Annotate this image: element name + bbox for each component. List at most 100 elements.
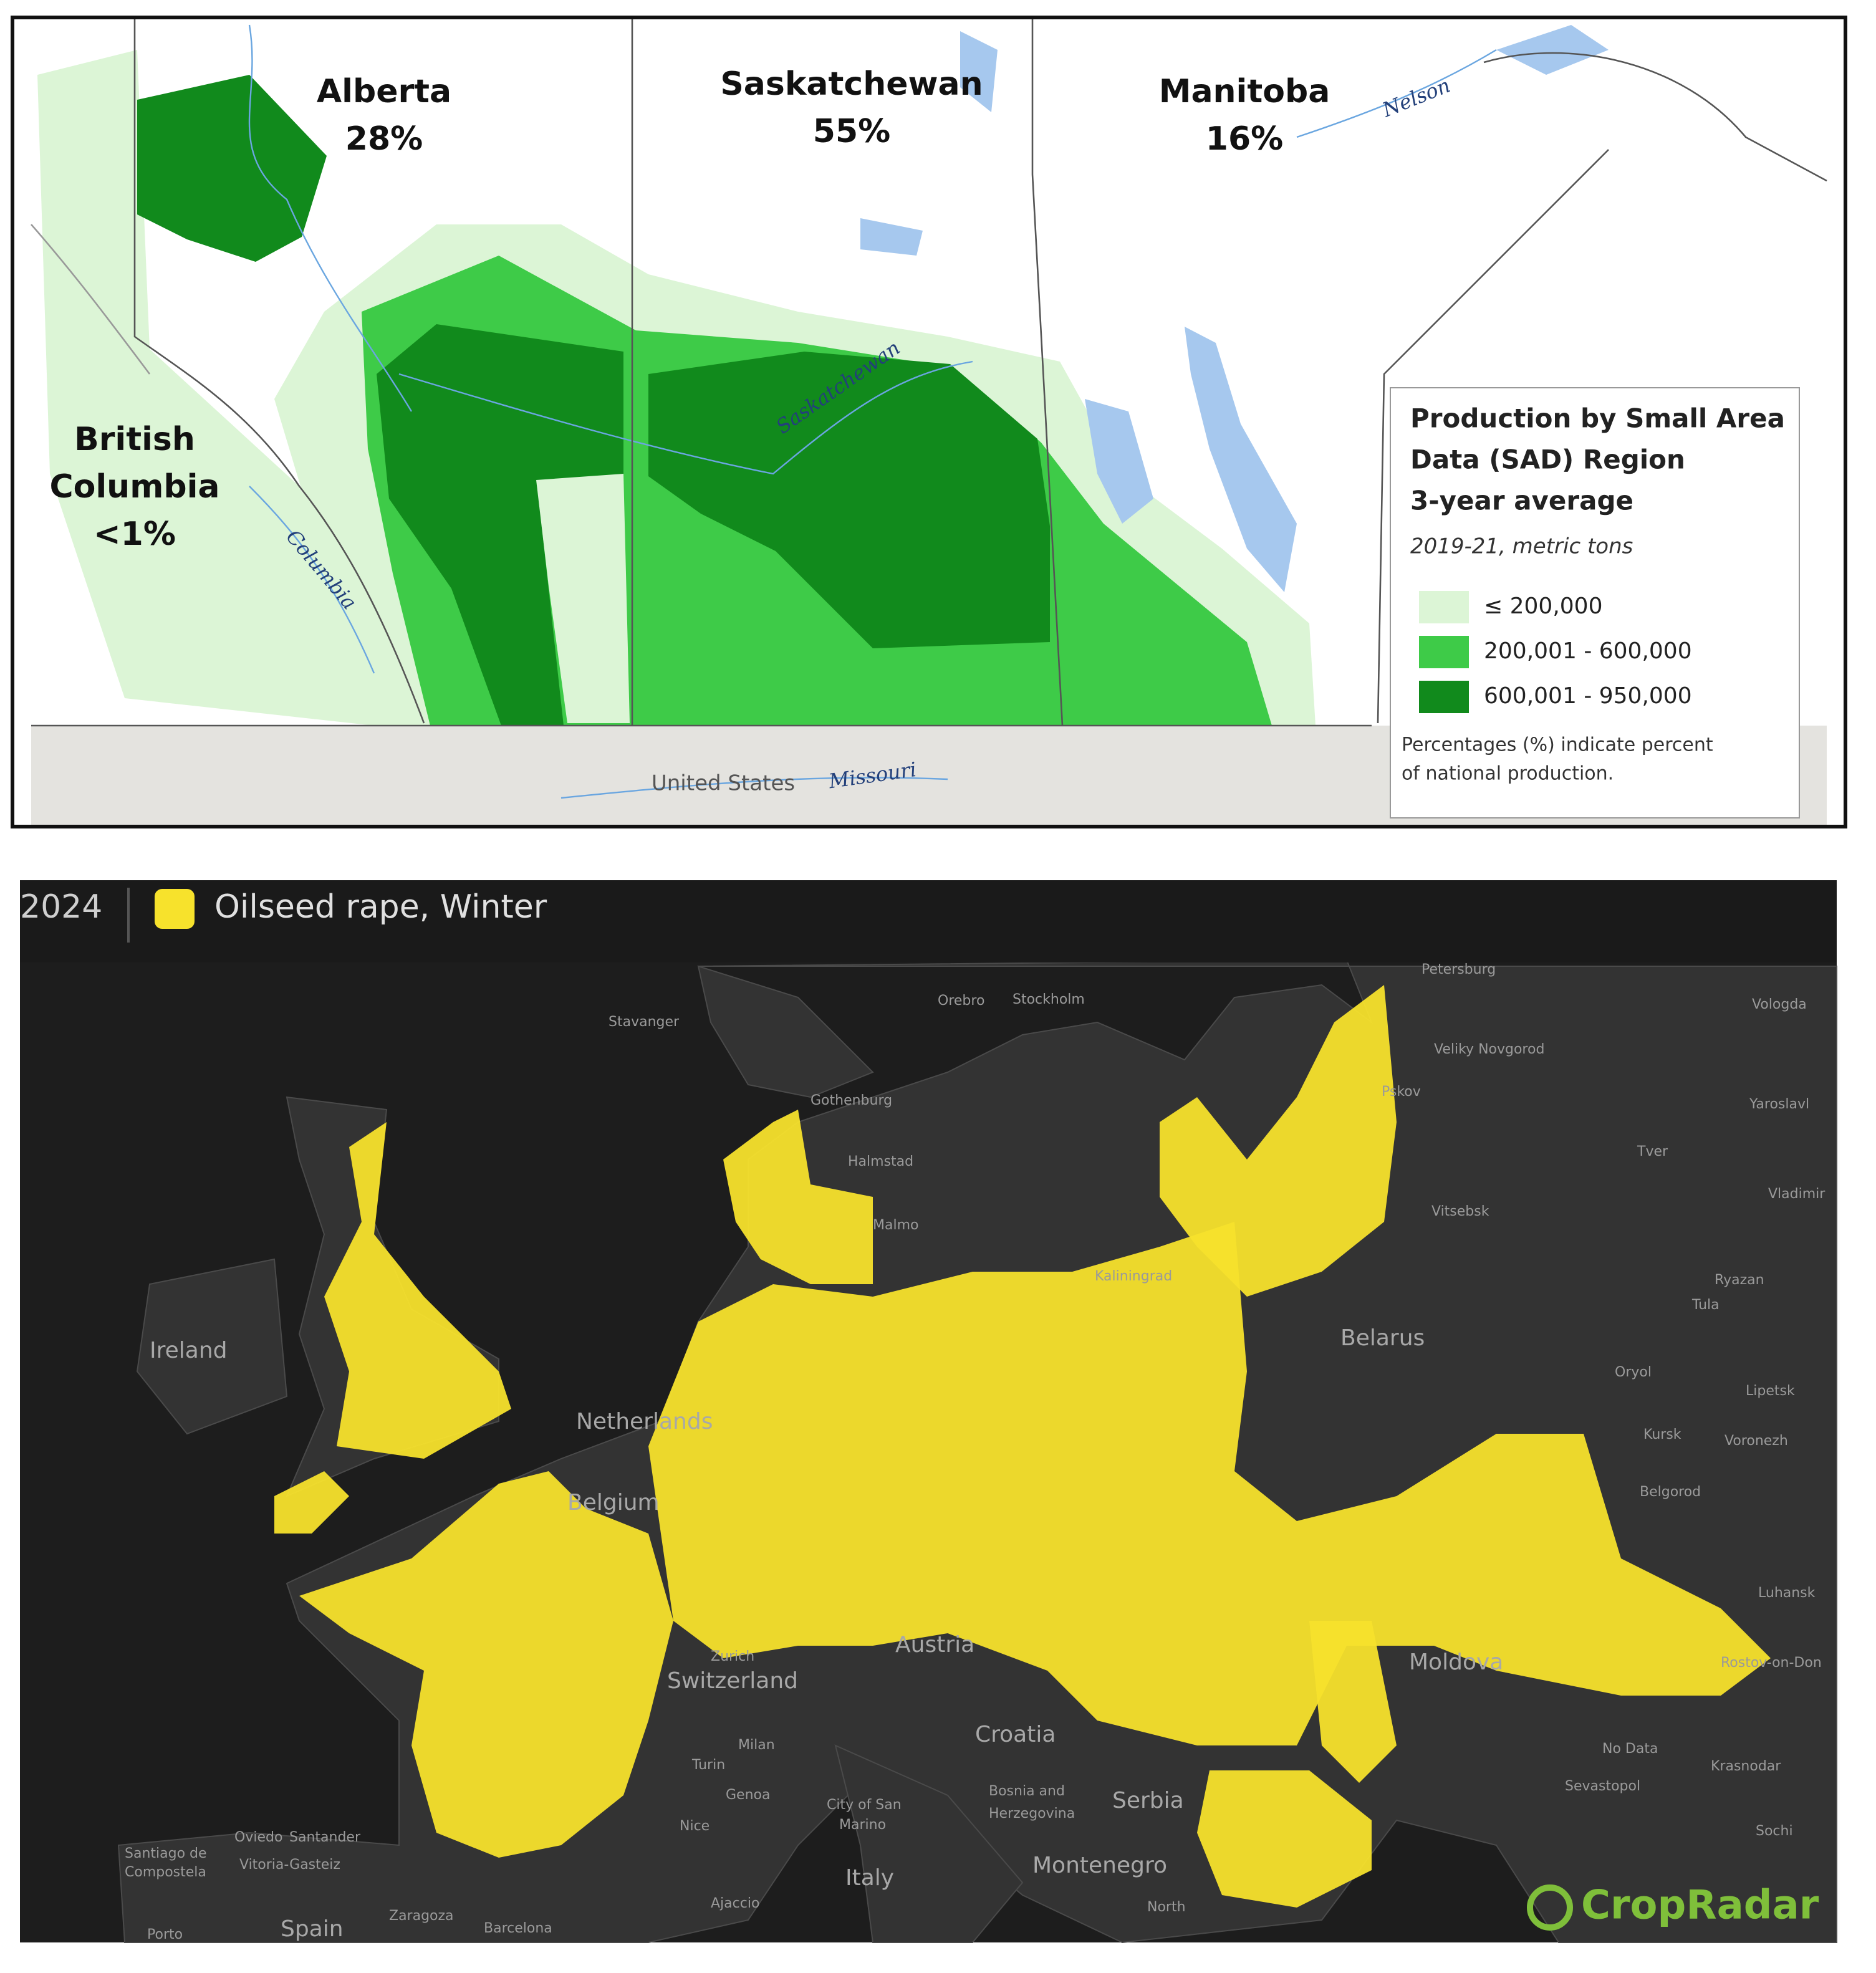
- place-label: Moldova: [1409, 1649, 1503, 1675]
- legend-note: Percentages (%) indicate percent: [1402, 734, 1713, 756]
- place-label: Austria: [895, 1632, 974, 1658]
- production-region: [648, 352, 1050, 648]
- place-label: Kursk: [1643, 1427, 1681, 1443]
- place-label: Croatia: [975, 1722, 1056, 1747]
- legend-label: 200,001 - 600,000: [1484, 638, 1692, 664]
- province-name: Alberta: [317, 73, 451, 110]
- place-label: Stockholm: [1013, 992, 1085, 1007]
- place-label: Barcelona: [484, 1921, 552, 1936]
- legend-swatch: [1419, 681, 1469, 713]
- production-region: [137, 75, 327, 262]
- header-bar: [20, 880, 1837, 962]
- lake: [860, 218, 923, 256]
- crop-area: [1160, 985, 1397, 1297]
- canada-map: Alberta 28% Saskatchewan 55% Manitoba 16…: [11, 16, 1847, 828]
- legend-note: of national production.: [1402, 763, 1614, 785]
- place-label: Ajaccio: [711, 1896, 759, 1911]
- place-label: Netherlands: [576, 1409, 713, 1434]
- place-label: Italy: [845, 1865, 894, 1891]
- place-label: Pskov: [1382, 1084, 1421, 1100]
- brand-icon: [1527, 1884, 1573, 1931]
- legend-title: 3-year average: [1410, 486, 1633, 516]
- place-label: Stavanger: [608, 1014, 680, 1030]
- place-label: Vologda: [1752, 997, 1807, 1012]
- place-label: No Data: [1602, 1741, 1658, 1757]
- river-line: [560, 777, 948, 799]
- brand-name: CropRadar: [1581, 1883, 1819, 1929]
- production-regions: [37, 50, 1316, 726]
- place-label: Belgium: [567, 1490, 660, 1515]
- place-label: Zaragoza: [389, 1908, 454, 1924]
- legend-label: 600,001 - 950,000: [1484, 683, 1692, 709]
- place-label: Milan: [738, 1737, 775, 1753]
- crop-area: [648, 1222, 1771, 1745]
- place-label: Halmstad: [848, 1154, 913, 1169]
- land-mass: [136, 1258, 288, 1435]
- place-label: Gothenburg: [811, 1093, 892, 1108]
- place-label: Vitsebsk: [1431, 1204, 1489, 1219]
- place-labels: Petersburg Vologda Orebro Stockholm Stavange…: [125, 962, 1825, 1942]
- province-name: Columbia: [49, 468, 219, 506]
- lakes: [860, 25, 1609, 592]
- place-label: Santander: [289, 1830, 361, 1845]
- map-frame: [11, 16, 1847, 828]
- place-label: Yaroslavl: [1749, 1097, 1809, 1112]
- crop-swatch: [155, 889, 195, 929]
- place-label: Genoa: [726, 1787, 770, 1803]
- place-label: Belarus: [1340, 1325, 1425, 1351]
- place-label: Luhansk: [1758, 1585, 1816, 1601]
- place-label: Rostov-on-Don: [1721, 1655, 1822, 1671]
- land-mass: [834, 1744, 1024, 1943]
- place-label: Oviedo: [234, 1830, 282, 1845]
- place-label: Tula: [1691, 1297, 1720, 1313]
- lake: [1085, 399, 1153, 524]
- place-label: Kaliningrad: [1095, 1269, 1172, 1284]
- crop-area: [1197, 1770, 1372, 1908]
- place-label: North: [1147, 1899, 1186, 1915]
- crop-area: [299, 1471, 673, 1858]
- place-label: Ryazan: [1715, 1272, 1764, 1288]
- legend-title: Data (SAD) Region: [1410, 444, 1685, 475]
- country-label: United States: [652, 771, 795, 796]
- river-line: [249, 486, 375, 674]
- production-region: [377, 324, 623, 726]
- province-name: British: [74, 421, 195, 458]
- place-label: Orebro: [938, 993, 984, 1009]
- lake: [960, 31, 998, 112]
- crop-label: Oilseed rape, Winter: [214, 888, 547, 926]
- province-name: Manitoba: [1159, 73, 1330, 110]
- place-label: Sevastopol: [1565, 1779, 1640, 1794]
- province-share: 16%: [1206, 120, 1283, 158]
- crop-area: [723, 1110, 873, 1284]
- crop-area: [1309, 1621, 1397, 1783]
- border-line: [1377, 149, 1609, 724]
- crop-areas: [274, 985, 1771, 1908]
- crop-area: [274, 1471, 349, 1534]
- place-label: Nice: [680, 1818, 710, 1834]
- place-label: Krasnodar: [1711, 1759, 1781, 1774]
- province-share: <1%: [94, 516, 176, 553]
- legend-label: ≤ 200,000: [1484, 593, 1602, 619]
- border-line: [1031, 17, 1064, 726]
- europe-map: 2024 Oilseed rape, Winter Petersburg Volo…: [20, 880, 1837, 1944]
- place-label: Vladimir: [1768, 1186, 1825, 1202]
- province-name: Saskatchewan: [720, 65, 983, 103]
- year-label: 2024: [20, 888, 102, 926]
- legend-items: ≤ 200,000 200,001 - 600,000 600,001 - 950,…: [1419, 591, 1692, 713]
- rivers: [248, 24, 1497, 799]
- place-label: Voronezh: [1724, 1433, 1788, 1449]
- place-label: Bosnia and: [989, 1783, 1065, 1799]
- place-label: Oryol: [1615, 1365, 1652, 1380]
- province-share: 28%: [345, 120, 423, 158]
- place-label: Santiago de: [125, 1846, 207, 1861]
- place-label: Switzerland: [667, 1668, 798, 1694]
- place-label: Compostela: [125, 1865, 206, 1880]
- province-borders: [31, 17, 1827, 727]
- border-line: [31, 224, 151, 375]
- place-label: Ireland: [150, 1338, 228, 1363]
- land-mass: [697, 965, 874, 1098]
- place-label: Veliky Novgorod: [1434, 1042, 1544, 1057]
- river-line: [398, 360, 973, 475]
